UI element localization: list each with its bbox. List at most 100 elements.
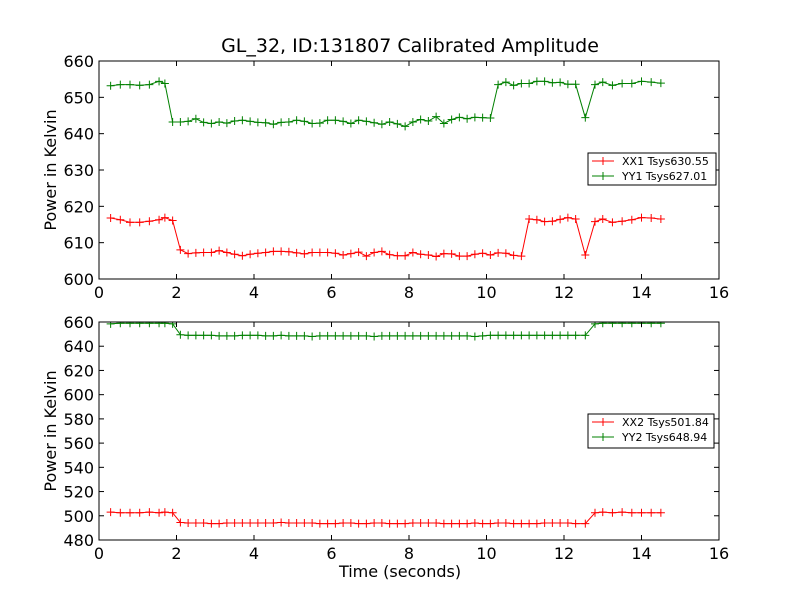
data-point xyxy=(246,250,255,259)
data-point xyxy=(598,508,607,517)
data-point xyxy=(463,331,472,340)
data-point xyxy=(315,119,324,128)
x-tick-label: 14 xyxy=(631,283,651,302)
data-point xyxy=(261,331,270,340)
y-axis-label: Power in Kelvin xyxy=(41,370,60,491)
x-tick-label: 2 xyxy=(171,283,181,302)
data-point xyxy=(525,79,534,88)
data-point xyxy=(246,331,255,340)
data-point xyxy=(618,79,627,88)
data-point xyxy=(308,332,317,341)
y-tick-label: 620 xyxy=(63,361,94,380)
data-point xyxy=(230,519,239,528)
data-point xyxy=(246,117,255,126)
data-point xyxy=(517,79,526,88)
data-point xyxy=(463,252,472,261)
data-point xyxy=(591,508,599,517)
y-tick-label: 600 xyxy=(63,270,94,289)
data-point xyxy=(215,118,224,127)
data-point xyxy=(126,218,134,227)
data-point xyxy=(455,252,464,261)
data-point xyxy=(509,519,518,528)
data-point xyxy=(432,331,441,340)
data-point xyxy=(486,114,495,123)
data-point xyxy=(501,519,510,528)
x-tick-label: 16 xyxy=(709,544,729,563)
data-point xyxy=(439,331,448,340)
data-point xyxy=(563,519,572,528)
data-point xyxy=(116,508,125,517)
legend-box xyxy=(587,413,715,449)
data-point xyxy=(346,249,355,258)
data-point xyxy=(300,249,309,258)
data-point xyxy=(432,112,441,121)
data-point xyxy=(478,331,487,340)
data-point xyxy=(222,519,231,528)
data-point xyxy=(408,331,417,340)
data-point xyxy=(591,80,599,89)
data-point xyxy=(627,322,636,328)
x-tick-label: 0 xyxy=(94,544,104,563)
data-point xyxy=(385,250,394,259)
y-tick-label: 650 xyxy=(63,88,94,107)
y-tick-label: 580 xyxy=(63,410,94,429)
data-point xyxy=(145,217,154,226)
data-point xyxy=(191,114,200,123)
data-point xyxy=(416,115,425,124)
data-point xyxy=(331,331,340,340)
data-point xyxy=(116,322,125,328)
data-point xyxy=(284,118,293,127)
legend-label: XX2 Tsys501.84 xyxy=(622,416,709,429)
data-point xyxy=(215,519,224,528)
top-panel: 0 2 4 6 8 10 12 14 16 600 610 620 630 640 650 660 Power … xyxy=(41,52,729,302)
data-point xyxy=(618,508,627,517)
data-point xyxy=(401,331,410,340)
data-point xyxy=(292,248,301,257)
data-point xyxy=(269,247,278,256)
data-point xyxy=(339,251,348,260)
data-point xyxy=(393,119,402,128)
data-point xyxy=(494,80,503,89)
data-point xyxy=(647,213,656,222)
data-point xyxy=(447,249,456,258)
data-point xyxy=(608,218,617,227)
data-point xyxy=(470,113,479,122)
data-point xyxy=(548,78,557,87)
data-point xyxy=(308,119,317,128)
data-point xyxy=(393,519,402,528)
data-point xyxy=(346,331,355,340)
legend: XX2 Tsys501.84 YY2 Tsys648.94 xyxy=(587,413,715,449)
data-point xyxy=(155,215,164,224)
data-point xyxy=(608,322,617,328)
data-point xyxy=(571,215,580,224)
plot-area xyxy=(106,322,665,528)
data-point xyxy=(292,331,301,340)
bottom-panel: 0 2 4 6 8 10 12 14 16 480 500 520 540 560 580 600 620 640… xyxy=(41,313,729,581)
data-point xyxy=(362,331,371,340)
y-tick-label: 610 xyxy=(63,234,94,253)
data-point xyxy=(571,80,580,89)
data-point xyxy=(354,248,363,257)
data-point xyxy=(253,118,262,127)
data-point xyxy=(284,519,293,528)
data-point xyxy=(253,331,262,340)
data-point xyxy=(354,519,363,528)
data-point xyxy=(339,117,348,126)
data-point xyxy=(284,331,293,340)
data-point xyxy=(478,519,487,528)
legend-box xyxy=(587,152,717,186)
data-point xyxy=(176,245,185,254)
data-point xyxy=(176,518,185,527)
data-point xyxy=(432,519,441,528)
data-point xyxy=(637,508,646,517)
data-point xyxy=(424,519,433,528)
data-point xyxy=(408,118,417,127)
data-point xyxy=(199,248,208,257)
data-point xyxy=(160,79,169,88)
data-point xyxy=(540,217,549,226)
data-point xyxy=(439,519,448,528)
data-point xyxy=(509,81,518,90)
data-point xyxy=(377,247,386,256)
data-point xyxy=(470,332,479,341)
data-point xyxy=(517,252,526,261)
